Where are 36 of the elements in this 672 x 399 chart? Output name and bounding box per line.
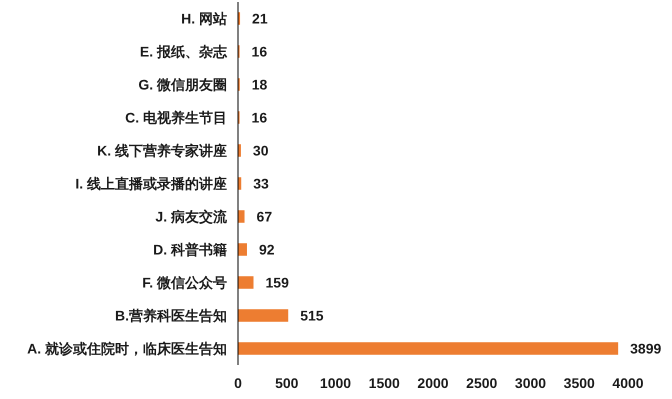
bar — [238, 276, 254, 289]
x-tick-label: 3000 — [514, 375, 546, 391]
x-tick-label: 3500 — [564, 375, 596, 391]
data-label: 16 — [252, 110, 268, 126]
x-tick-label: 500 — [275, 375, 299, 391]
y-tick-label: D. 科普书籍 — [153, 242, 227, 258]
y-tick-label: G. 微信朋友圈 — [138, 76, 227, 92]
bar — [238, 210, 245, 223]
data-label: 33 — [253, 176, 270, 192]
x-tick-label: 4000 — [612, 375, 644, 391]
data-label: 16 — [252, 44, 268, 60]
data-label: 3899 — [630, 340, 662, 356]
data-label: 515 — [300, 308, 324, 324]
data-label: 92 — [258, 242, 275, 258]
data-label: 21 — [252, 10, 268, 26]
bar — [238, 243, 247, 256]
y-tick-label: K. 线下营养专家讲座 — [97, 142, 227, 158]
y-tick-label: I. 线上直播或录播的讲座 — [75, 176, 227, 192]
bar — [238, 342, 618, 355]
data-label: 30 — [252, 142, 269, 158]
y-tick-label: J. 病友交流 — [155, 208, 228, 224]
y-tick-label: H. 网站 — [181, 10, 227, 26]
x-tick-label: 2500 — [466, 375, 498, 391]
data-label: 159 — [266, 274, 290, 290]
y-tick-label: F. 微信公众号 — [142, 274, 227, 290]
x-tick-label: 1500 — [368, 375, 400, 391]
data-label: 67 — [256, 208, 272, 224]
x-tick-label: 1000 — [320, 375, 352, 391]
data-label: 18 — [252, 76, 268, 92]
y-tick-label: A. 就诊或住院时，临床医生告知 — [27, 340, 227, 356]
y-tick-label: B.营养科医生告知 — [115, 308, 227, 324]
bar — [238, 309, 288, 322]
x-tick-label: 0 — [234, 375, 242, 391]
y-tick-label: C. 电视养生节目 — [125, 110, 227, 126]
y-tick-label: E. 报纸、杂志 — [140, 44, 228, 60]
x-tick-label: 2000 — [417, 375, 449, 391]
